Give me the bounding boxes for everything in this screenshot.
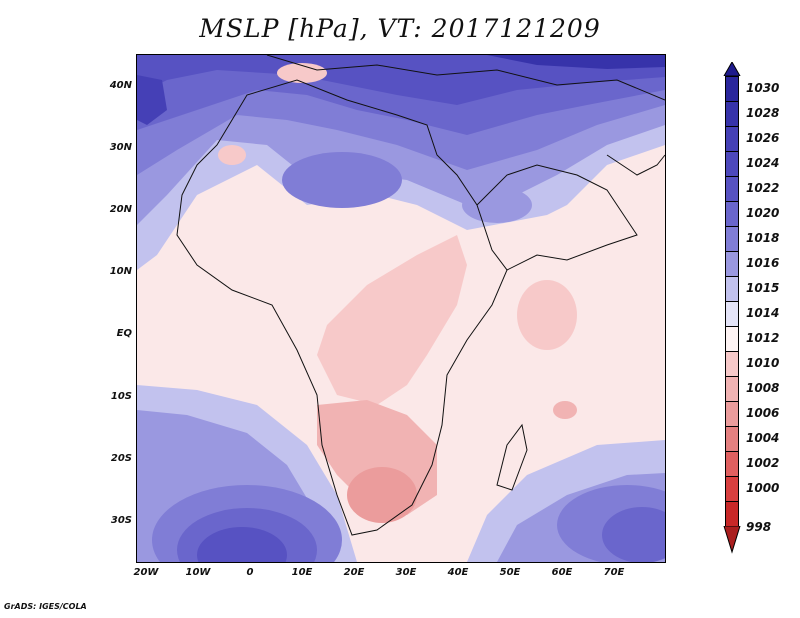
colorbar-label-1015: 1015 [746, 281, 780, 295]
lat-label-10s: 10S [110, 391, 132, 402]
colorbar-label-1010: 1010 [746, 356, 780, 370]
colorbar-label-1012: 1012 [746, 331, 780, 345]
colorbar-swatch-1004 [725, 426, 739, 452]
lon-label-50e: 50E [499, 567, 521, 578]
colorbar-label-1030: 1030 [746, 81, 780, 95]
colorbar-label-1028: 1028 [746, 106, 780, 120]
colorbar-label-1022: 1022 [746, 181, 780, 195]
colorbar-label-1016: 1016 [746, 256, 780, 270]
colorbar-swatch-998 [725, 501, 739, 527]
colorbar-swatch-1020 [725, 201, 739, 227]
footer-credit: GrADS: IGES/COLA [4, 602, 87, 611]
colorbar-label-1008: 1008 [746, 381, 780, 395]
colorbar-swatch-1006 [725, 401, 739, 427]
colorbar-swatch-1002 [725, 451, 739, 477]
colorbar-label-1014: 1014 [746, 306, 780, 320]
colorbar-swatch-1018 [725, 226, 739, 252]
colorbar-swatch-1012 [725, 326, 739, 352]
colorbar-label-1026: 1026 [746, 131, 780, 145]
lat-label-30n: 30N [109, 142, 132, 153]
colorbar-swatch-1028 [725, 101, 739, 127]
colorbar-bottom-arrow [723, 526, 741, 554]
colorbar-label-1006: 1006 [746, 406, 780, 420]
colorbar-swatch-1010 [725, 351, 739, 377]
lon-label-60e: 60E [551, 567, 573, 578]
colorbar-label-1004: 1004 [746, 431, 780, 445]
colorbar-swatch-1016 [725, 251, 739, 277]
colorbar-label-1002: 1002 [746, 456, 780, 470]
colorbar-swatch-1014 [725, 301, 739, 327]
colorbar-swatch-1000 [725, 476, 739, 502]
map-panel [136, 54, 666, 563]
chart-title: MSLP [hPa], VT: 2017121209 [199, 14, 601, 43]
lon-label-10e: 10E [291, 567, 313, 578]
lon-label-40e: 40E [447, 567, 469, 578]
lat-label-20s: 20S [110, 453, 132, 464]
lon-label-30e: 30E [395, 567, 417, 578]
colorbar-label-1020: 1020 [746, 206, 780, 220]
lon-label-20e: 20E [343, 567, 365, 578]
colorbar-swatch-1030 [725, 76, 739, 102]
lat-label-10n: 10N [109, 266, 132, 277]
colorbar-label-1024: 1024 [746, 156, 780, 170]
lat-label-20n: 20N [109, 204, 132, 215]
lon-label-10w: 10W [185, 567, 211, 578]
colorbar-label-998: 998 [746, 520, 772, 534]
colorbar-label-1000: 1000 [746, 481, 780, 495]
colorbar-swatch-1024 [725, 151, 739, 177]
colorbar-swatch-1008 [725, 376, 739, 402]
lon-label-70e: 70E [603, 567, 625, 578]
lon-label-0: 0 [246, 567, 254, 578]
lat-label-40n: 40N [109, 80, 132, 91]
lon-label-20w: 20W [133, 567, 159, 578]
lat-label-eq: EQ [116, 328, 132, 339]
colorbar-swatch-1022 [725, 176, 739, 202]
colorbar-top-arrow [723, 62, 741, 76]
colorbar-label-1018: 1018 [746, 231, 780, 245]
colorbar-swatch-1026 [725, 126, 739, 152]
colorbar-swatch-1015 [725, 276, 739, 302]
lat-label-30s: 30S [110, 515, 132, 526]
